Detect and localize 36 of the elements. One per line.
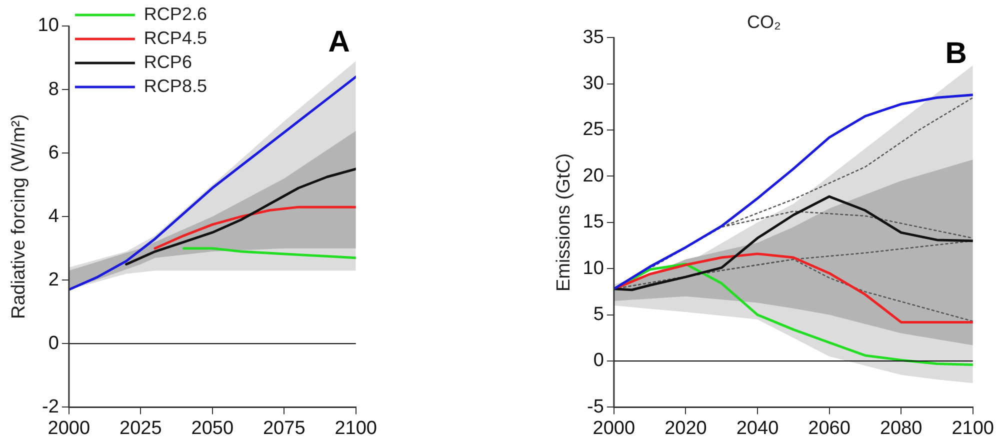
y-tick-label: 6 [48,142,59,164]
y-tick-label: 30 [582,73,604,94]
x-tick-label: 2000 [48,418,90,439]
x-tick-label: 2075 [262,418,306,439]
x-tick-label: 2025 [120,418,162,439]
y-tick-label: 2 [48,269,59,290]
y-tick-label: 0 [48,332,59,354]
annotation: A [328,25,350,58]
x-tick-label: 2060 [808,418,850,439]
y-tick-label: 0 [593,350,604,372]
y-tick-label: 10 [38,15,59,36]
y-tick-label: 25 [582,119,604,140]
legend-label: RCP2.6 [144,4,207,24]
legend-label: RCP6 [144,52,192,72]
y-tick-label: 4 [48,206,60,227]
y-tick-label: 20 [582,165,604,186]
chart-title: CO₂ [747,12,781,32]
y-tick-label: -5 [587,396,604,418]
legend-label: RCP8.5 [144,76,207,96]
x-tick-label: 2100 [334,418,378,439]
y-tick-label: 10 [582,258,604,279]
y-axis-title: Emissions (GtC) [554,153,575,292]
legend-label: RCP4.5 [144,28,207,48]
y-tick-label: 35 [582,26,604,48]
y-axis-title: Radiative forcing (W/m²) [8,114,30,320]
y-tick-label: 15 [582,212,604,233]
x-tick-label: 2020 [664,418,707,439]
x-tick-label: 2000 [592,418,636,439]
x-tick-label: 2100 [952,418,994,439]
y-tick-label: -2 [42,396,59,418]
x-tick-label: 2040 [736,418,779,439]
y-tick-label: 8 [48,78,59,100]
x-tick-label: 2080 [880,418,922,439]
annotation: B [945,36,967,70]
y-tick-label: 5 [593,304,604,326]
x-tick-label: 2050 [191,418,234,439]
